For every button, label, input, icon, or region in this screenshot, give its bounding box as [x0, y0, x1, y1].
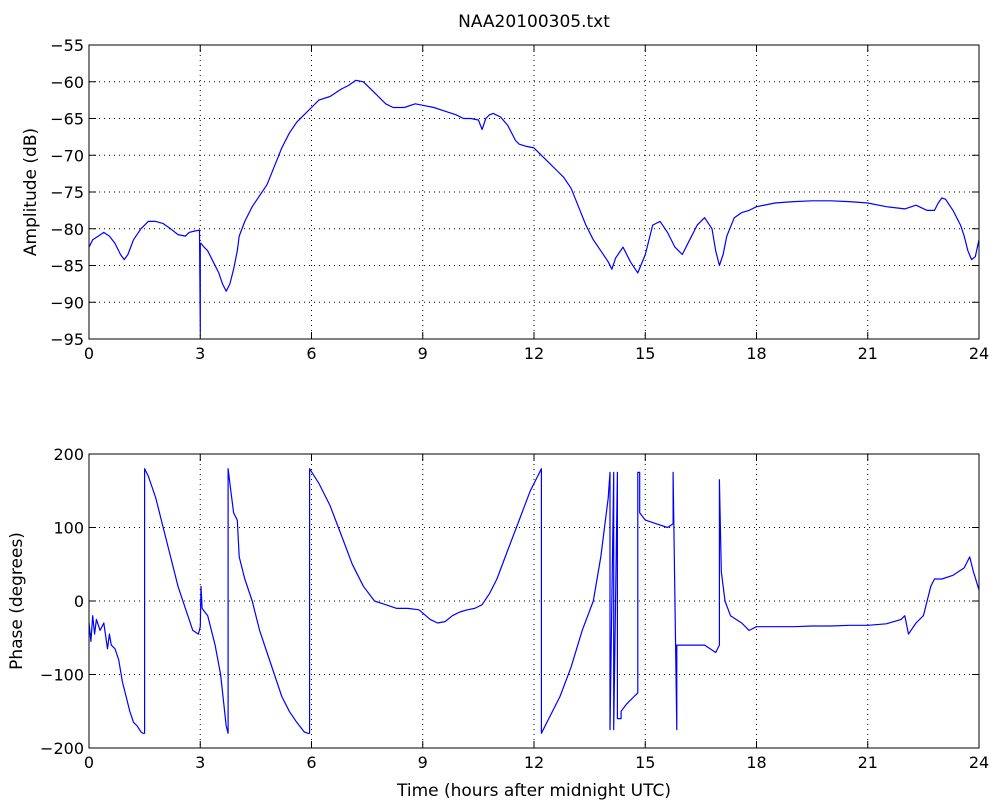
- amplitude-y-axis-label: Amplitude (dB): [21, 128, 41, 256]
- amplitude-y-tick-label: −75: [50, 183, 84, 202]
- amplitude-y-tick-labels: −95 −90 −85 −80 −75 −70 −65 −60 −55: [50, 36, 84, 349]
- phase-y-tick-label: 0: [74, 592, 84, 611]
- amplitude-x-tick-label: 18: [746, 344, 766, 363]
- amplitude-y-tick-label: −55: [50, 36, 84, 55]
- amplitude-x-tick-label: 21: [858, 344, 878, 363]
- amplitude-x-tick-label: 3: [195, 344, 205, 363]
- phase-x-tick-label: 0: [84, 753, 94, 772]
- amplitude-grid: [89, 45, 979, 339]
- phase-x-tick-label: 15: [635, 753, 655, 772]
- amplitude-x-tick-label: 6: [306, 344, 316, 363]
- phase-x-axis-label: Time (hours after midnight UTC): [396, 781, 671, 801]
- amplitude-x-tick-label: 15: [635, 344, 655, 363]
- phase-y-tick-labels: −200 −100 0 100 200: [40, 445, 84, 758]
- phase-x-tick-labels: 0 3 6 9 12 15 18 21 24: [84, 753, 989, 772]
- amplitude-x-tick-label: 0: [84, 344, 94, 363]
- amplitude-y-tick-label: −95: [50, 330, 84, 349]
- amplitude-y-tick-label: −85: [50, 257, 84, 276]
- phase-x-tick-label: 12: [524, 753, 544, 772]
- phase-panel: 0 3 6 9 12 15 18 21 24 −200 −100 0 100 200 Time (hou…: [7, 445, 989, 801]
- amplitude-y-tick-label: −60: [50, 73, 84, 92]
- amplitude-x-tick-label: 9: [418, 344, 428, 363]
- amplitude-y-tick-label: −90: [50, 293, 84, 312]
- amplitude-x-tick-labels: 0 3 6 9 12 15 18 21 24: [84, 344, 989, 363]
- amplitude-x-tick-label: 12: [524, 344, 544, 363]
- phase-y-tick-label: 100: [53, 519, 84, 538]
- amplitude-trace-group: [88, 79, 980, 333]
- phase-x-tick-label: 21: [858, 753, 878, 772]
- amplitude-series-line: [88, 79, 980, 333]
- phase-y-tick-label: −200: [40, 739, 84, 758]
- phase-y-tick-label: −100: [40, 666, 84, 685]
- phase-series-line: [88, 468, 980, 734]
- amplitude-x-tick-label: 24: [969, 344, 989, 363]
- chart-title: NAA20100305.txt: [458, 12, 610, 32]
- phase-x-tick-label: 3: [195, 753, 205, 772]
- phase-y-axis-label: Phase (degrees): [7, 532, 27, 670]
- phase-x-tick-label: 24: [969, 753, 989, 772]
- amplitude-y-tick-label: −80: [50, 220, 84, 239]
- phase-x-tick-label: 6: [306, 753, 316, 772]
- amplitude-y-tick-label: −70: [50, 146, 84, 165]
- amplitude-ticks: [88, 44, 980, 340]
- phase-x-tick-label: 18: [746, 753, 766, 772]
- amplitude-panel: 0 3 6 9 12 15 18 21 24 −95−90−85−80−75−70−65−60−…: [21, 12, 989, 363]
- phase-x-tick-label: 9: [418, 753, 428, 772]
- phase-y-tick-label: 200: [53, 445, 84, 464]
- phase-grid: [89, 454, 979, 748]
- phase-ticks: [88, 453, 980, 749]
- phase-trace-group: [88, 468, 980, 734]
- amplitude-y-tick-label: −65: [50, 110, 84, 129]
